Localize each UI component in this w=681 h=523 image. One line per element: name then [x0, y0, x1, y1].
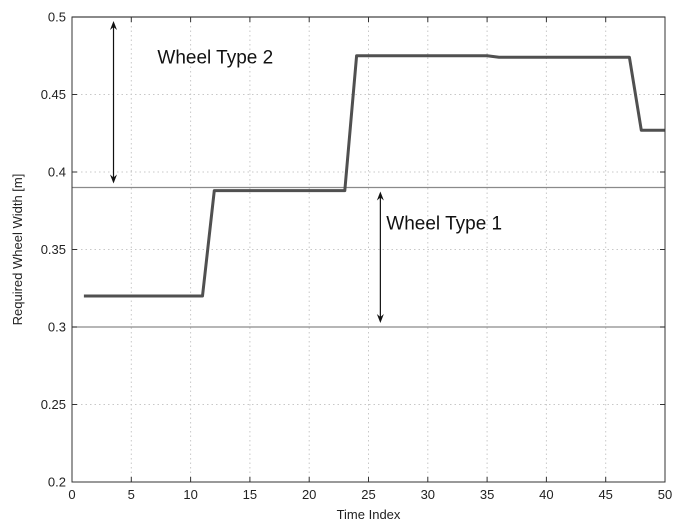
- x-axis-label: Time Index: [337, 507, 401, 522]
- arrow-head-up-icon: [376, 191, 384, 201]
- y-axis-ticks: 0.2 0.25 0.3 0.35 0.4 0.45 0.5: [41, 10, 665, 490]
- x-axis-ticks: 0 5 10 15 20 25 30 35 40 45 50: [68, 17, 672, 502]
- x-tick-label: 15: [243, 487, 257, 502]
- x-tick-label: 0: [68, 487, 75, 502]
- grid: [72, 17, 665, 482]
- x-tick-label: 45: [598, 487, 612, 502]
- x-tick-label: 10: [183, 487, 197, 502]
- y-tick-label: 0.3: [48, 320, 66, 335]
- x-tick-label: 20: [302, 487, 316, 502]
- y-tick-label: 0.2: [48, 475, 66, 490]
- x-tick-label: 40: [539, 487, 553, 502]
- y-tick-label: 0.25: [41, 397, 66, 412]
- arrow-head-up-icon: [110, 21, 118, 30]
- x-tick-label: 25: [361, 487, 375, 502]
- y-tick-label: 0.4: [48, 165, 66, 180]
- x-tick-label: 35: [480, 487, 494, 502]
- y-axis-label: Required Wheel Width [m]: [10, 174, 25, 326]
- x-tick-label: 50: [658, 487, 672, 502]
- annotation-label-2: Wheel Type 1: [386, 213, 502, 234]
- arrow-head-down-icon: [376, 314, 384, 323]
- series-layer: [83, 54, 665, 298]
- arrow-head-down-icon: [110, 174, 118, 184]
- x-tick-label: 30: [421, 487, 435, 502]
- annotation-label-1: Wheel Type 2: [157, 48, 273, 69]
- x-tick-label: 5: [128, 487, 135, 502]
- y-tick-label: 0.35: [41, 242, 66, 257]
- series-line-0: [83, 54, 665, 298]
- annotations: Wheel Type 2 Wheel Type 1: [110, 21, 502, 323]
- y-tick-label: 0.45: [41, 87, 66, 102]
- y-tick-label: 0.5: [48, 10, 66, 25]
